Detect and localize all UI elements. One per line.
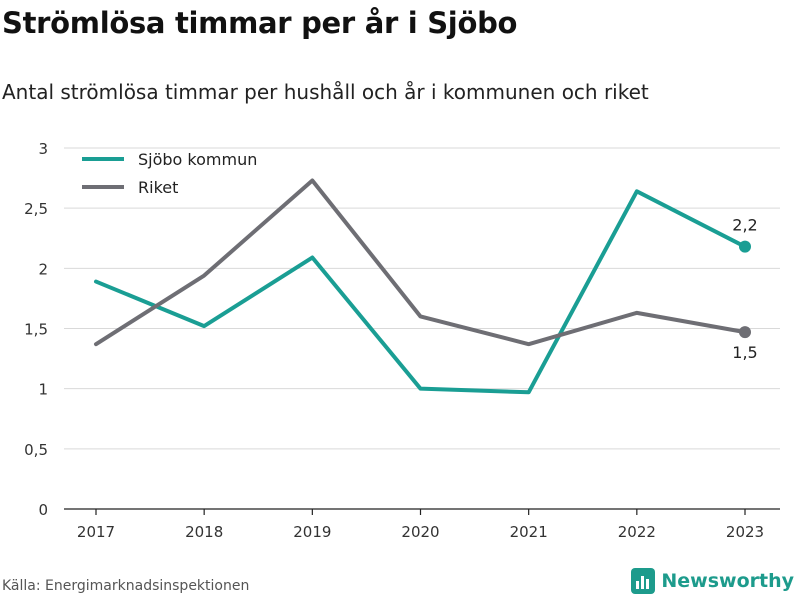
chart-title: Strömlösa timmar per år i Sjöbo (2, 6, 518, 40)
y-tick-label: 2,5 (24, 200, 48, 218)
series-line (94, 178, 747, 347)
x-tick-label: 2021 (510, 523, 548, 541)
series-end-label: 2,2 (732, 216, 757, 235)
legend: Sjöbo kommun Riket (82, 150, 257, 197)
x-tick-label: 2020 (401, 523, 439, 541)
x-tick-label: 2022 (618, 523, 656, 541)
y-tick-label: 1,5 (24, 321, 48, 339)
x-tick-label: 2017 (77, 523, 115, 541)
bar-chart-logo-icon (631, 568, 656, 594)
series-line (94, 189, 747, 395)
series: 2,2 1,5 (94, 178, 758, 395)
grid-lines (64, 147, 780, 450)
legend-label: Sjöbo kommun (138, 150, 257, 169)
brand-logo[interactable]: Newsworthy (631, 568, 794, 594)
chart-subtitle: Antal strömlösa timmar per hushåll och å… (2, 80, 649, 104)
y-tick-label: 0 (38, 501, 48, 519)
legend-label: Riket (138, 178, 178, 197)
y-tick-label: 1 (38, 381, 48, 399)
series-end-label: 1,5 (732, 343, 757, 362)
series-end-point (739, 240, 751, 253)
x-tick-label: 2023 (726, 523, 764, 541)
y-tick-label: 2 (38, 260, 48, 278)
y-tick-label: 0,5 (24, 441, 48, 459)
series-end-point (739, 326, 751, 339)
source-note: Källa: Energimarknadsinspektionen (2, 578, 250, 594)
axes: 0 0,5 1 1,5 2 2,5 3 2017 2018 2019 2020 2021 2022 202… (24, 140, 780, 541)
brand-name: Newsworthy (661, 570, 794, 592)
x-tick-label: 2018 (185, 523, 223, 541)
y-tick-label: 3 (38, 140, 48, 158)
x-tick-label: 2019 (293, 523, 331, 541)
